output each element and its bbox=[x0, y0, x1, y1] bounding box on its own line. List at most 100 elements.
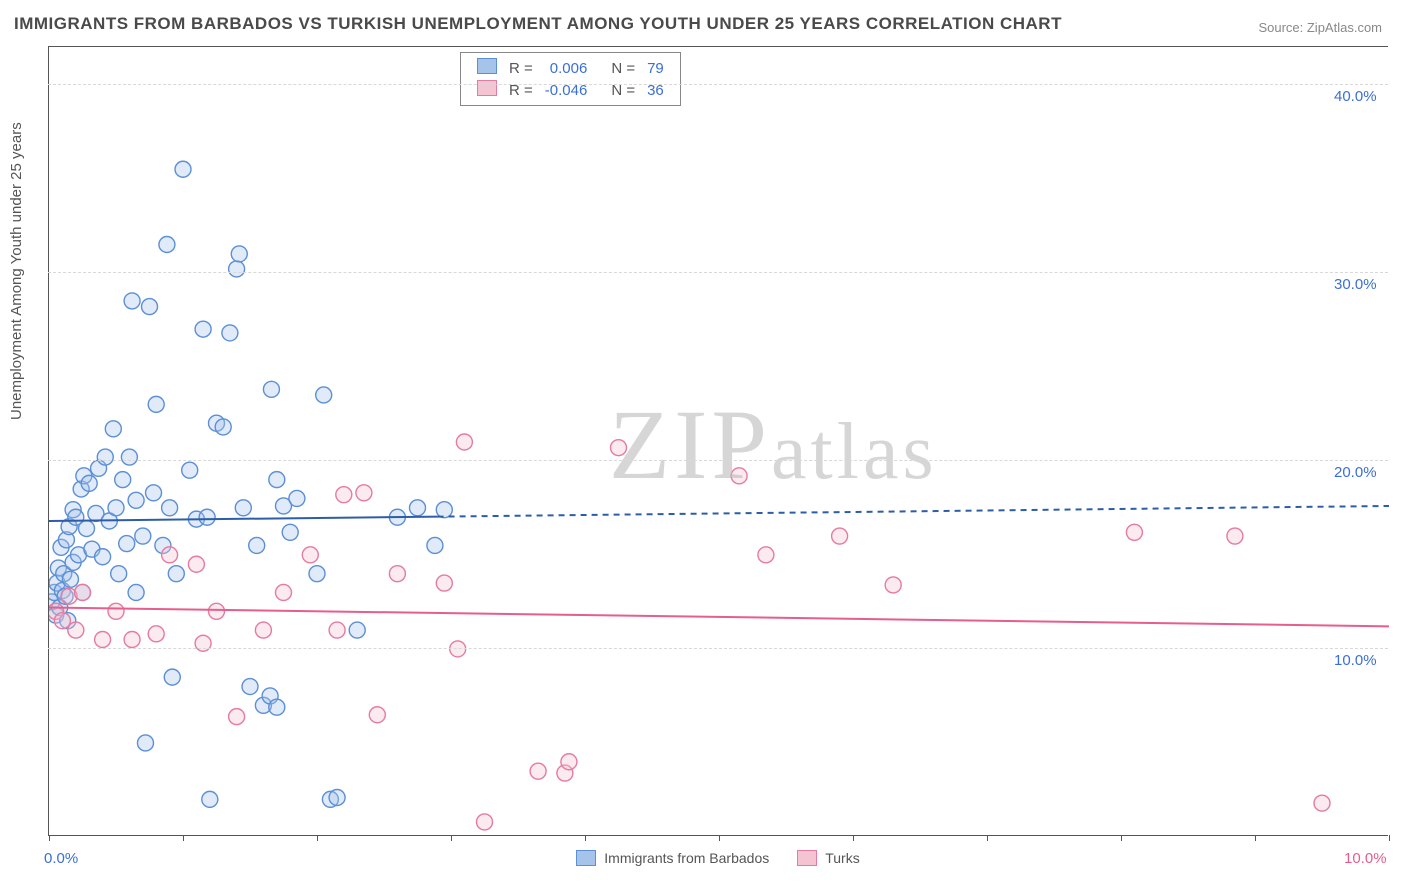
y-tick-label: 30.0% bbox=[1334, 276, 1377, 293]
data-point bbox=[164, 669, 180, 685]
data-point bbox=[356, 485, 372, 501]
data-point bbox=[336, 487, 352, 503]
correlation-legend: R =0.006N =79R =-0.046 N =36 bbox=[460, 52, 681, 106]
data-point bbox=[115, 472, 131, 488]
data-point bbox=[105, 421, 121, 437]
x-tick-mark bbox=[987, 835, 988, 841]
data-point bbox=[188, 556, 204, 572]
r-value: -0.046 bbox=[539, 79, 594, 101]
data-point bbox=[209, 603, 225, 619]
y-tick-label: 10.0% bbox=[1334, 652, 1377, 669]
data-point bbox=[530, 763, 546, 779]
data-point bbox=[148, 626, 164, 642]
data-point bbox=[222, 325, 238, 341]
data-point bbox=[456, 434, 472, 450]
data-point bbox=[168, 566, 184, 582]
data-point bbox=[95, 632, 111, 648]
data-point bbox=[62, 571, 78, 587]
x-tick-label-right: 10.0% bbox=[1344, 850, 1387, 867]
data-point bbox=[128, 492, 144, 508]
data-point bbox=[202, 791, 218, 807]
data-point bbox=[137, 735, 153, 751]
data-point bbox=[182, 462, 198, 478]
r-label: R = bbox=[503, 79, 539, 101]
data-point bbox=[758, 547, 774, 563]
x-tick-label-left: 0.0% bbox=[44, 850, 78, 867]
chart-area: ZIPatlas R =0.006N =79R =-0.046N =36 Imm… bbox=[48, 46, 1388, 836]
data-point bbox=[329, 622, 345, 638]
data-point bbox=[329, 790, 345, 806]
legend-item-turks: Turks bbox=[797, 850, 859, 866]
data-point bbox=[108, 500, 124, 516]
data-point bbox=[199, 509, 215, 525]
x-tick-mark bbox=[183, 835, 184, 841]
data-point bbox=[242, 679, 258, 695]
data-point bbox=[121, 449, 137, 465]
n-value: 79 bbox=[641, 57, 670, 79]
data-point bbox=[175, 161, 191, 177]
swatch-icon bbox=[477, 80, 497, 96]
series-legend: Immigrants from Barbados Turks bbox=[48, 850, 1388, 866]
data-point bbox=[75, 584, 91, 600]
data-point bbox=[79, 521, 95, 537]
legend-row: R =-0.046 N =36 bbox=[471, 79, 670, 101]
x-tick-mark bbox=[317, 835, 318, 841]
legend-row: R =0.006N =79 bbox=[471, 57, 670, 79]
data-point bbox=[231, 246, 247, 262]
data-point bbox=[349, 622, 365, 638]
data-point bbox=[832, 528, 848, 544]
plot-region: ZIPatlas bbox=[48, 46, 1388, 836]
y-tick-label: 20.0% bbox=[1334, 464, 1377, 481]
data-point bbox=[450, 641, 466, 657]
data-point bbox=[124, 632, 140, 648]
data-point bbox=[255, 622, 271, 638]
x-tick-mark bbox=[853, 835, 854, 841]
data-point bbox=[1126, 524, 1142, 540]
data-point bbox=[389, 566, 405, 582]
x-tick-mark bbox=[1389, 835, 1390, 841]
data-point bbox=[316, 387, 332, 403]
swatch-icon bbox=[477, 58, 497, 74]
source-attribution: Source: ZipAtlas.com bbox=[1258, 20, 1382, 35]
data-point bbox=[108, 603, 124, 619]
data-point bbox=[159, 237, 175, 253]
data-point bbox=[229, 261, 245, 277]
data-point bbox=[289, 490, 305, 506]
data-point bbox=[97, 449, 113, 465]
legend-label: Turks bbox=[825, 850, 859, 866]
swatch-icon bbox=[797, 850, 817, 866]
data-point bbox=[427, 537, 443, 553]
data-point bbox=[95, 549, 111, 565]
data-point bbox=[119, 536, 135, 552]
swatch-icon bbox=[576, 850, 596, 866]
data-point bbox=[731, 468, 747, 484]
data-point bbox=[68, 622, 84, 638]
data-point bbox=[302, 547, 318, 563]
data-point bbox=[229, 709, 245, 725]
data-point bbox=[124, 293, 140, 309]
x-tick-mark bbox=[49, 835, 50, 841]
data-point bbox=[436, 575, 452, 591]
y-tick-label: 40.0% bbox=[1334, 88, 1377, 105]
gridline bbox=[48, 648, 1388, 649]
data-point bbox=[436, 502, 452, 518]
data-point bbox=[235, 500, 251, 516]
n-value: 36 bbox=[641, 79, 670, 101]
r-label: R = bbox=[503, 57, 539, 79]
legend-item-barbados: Immigrants from Barbados bbox=[576, 850, 769, 866]
gridline bbox=[48, 460, 1388, 461]
data-point bbox=[410, 500, 426, 516]
data-point bbox=[263, 381, 279, 397]
trend-line-solid bbox=[49, 608, 1389, 627]
chart-title: IMMIGRANTS FROM BARBADOS VS TURKISH UNEM… bbox=[14, 14, 1062, 34]
data-point bbox=[215, 419, 231, 435]
data-point bbox=[269, 472, 285, 488]
x-tick-mark bbox=[1255, 835, 1256, 841]
y-axis-label: Unemployment Among Youth under 25 years bbox=[8, 122, 25, 420]
n-label: N = bbox=[605, 79, 641, 101]
data-point bbox=[1314, 795, 1330, 811]
data-point bbox=[146, 485, 162, 501]
data-point bbox=[142, 299, 158, 315]
data-point bbox=[282, 524, 298, 540]
data-point bbox=[276, 584, 292, 600]
